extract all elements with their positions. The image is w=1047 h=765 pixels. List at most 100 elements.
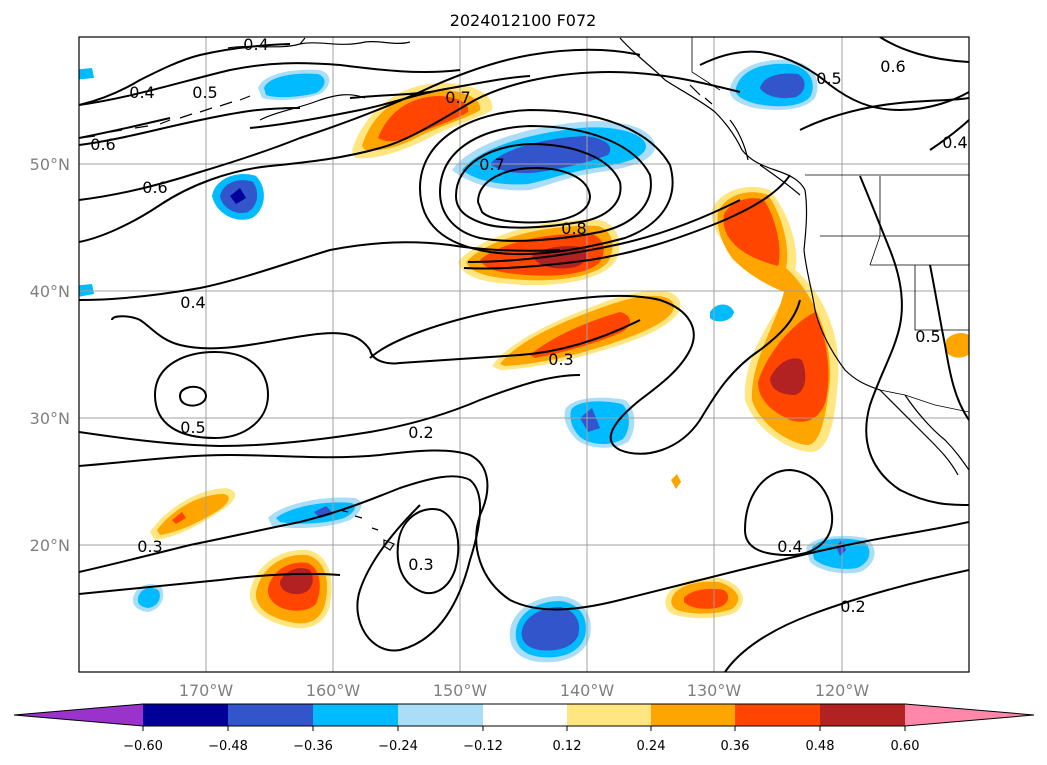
colorbar-extend-low xyxy=(14,704,143,726)
colorbar-segment xyxy=(820,704,905,726)
warm-anomaly-southeast-core xyxy=(684,588,729,609)
lat-label: 50°N xyxy=(30,155,70,174)
contour-label: 0.6 xyxy=(880,57,905,76)
warm-anomaly-north-core xyxy=(378,96,469,142)
contour-gulf-low-inner xyxy=(454,142,622,229)
contour-03-bottom xyxy=(79,572,341,595)
map-content: 0.4 0.4 0.5 0.7 0.6 0.6 0.7 0.8 0.4 0.3 … xyxy=(79,35,969,672)
cool-anomaly-south-core xyxy=(521,607,580,651)
cool-anomaly-central-south-mid xyxy=(570,401,629,445)
contour-label: 0.5 xyxy=(816,69,841,88)
colorbar-extend-high xyxy=(905,704,1034,726)
us-west-coast xyxy=(803,189,881,391)
cool-anomaly-bc-coast-core xyxy=(760,73,805,99)
colorbar-label: 0.60 xyxy=(891,739,920,754)
colorbar-label: 0.24 xyxy=(637,739,666,754)
cool-anomaly-west-edge-north xyxy=(79,68,94,80)
warm-anomaly-diagonal-core xyxy=(530,312,631,358)
lat-label: 20°N xyxy=(30,536,70,555)
colorbar-segment xyxy=(313,704,398,726)
longitude-labels: 170°W 160°W 150°W 140°W 130°W 120°W xyxy=(179,681,870,700)
colorbar-segment xyxy=(228,704,313,726)
contour-label: 0.6 xyxy=(90,135,115,154)
contour-label: 0.3 xyxy=(548,350,573,369)
contour-07-center xyxy=(463,174,791,270)
colorbar-segment xyxy=(483,704,567,726)
lon-label: 170°W xyxy=(179,681,234,700)
lon-label: 150°W xyxy=(433,681,488,700)
cool-anomaly-west-north-peak xyxy=(230,188,246,204)
colorbar-label: 0.36 xyxy=(721,739,750,754)
colorbar-segment xyxy=(143,704,228,726)
cool-anomaly-small-east xyxy=(710,304,734,322)
contour-label: 0.4 xyxy=(180,293,205,312)
colorbar-label: 0.48 xyxy=(806,739,835,754)
colorbar-ticks xyxy=(142,726,906,731)
contour-08-band xyxy=(467,199,741,263)
contour-label: 0.4 xyxy=(129,83,154,102)
contour-04-northeast xyxy=(929,119,969,151)
colorbar-label: −0.12 xyxy=(463,739,503,754)
lon-label: 140°W xyxy=(560,681,615,700)
colorbar: −0.60 −0.48 −0.36 −0.24 −0.12 0.12 0.24 … xyxy=(13,703,1035,754)
us-state-borders xyxy=(820,176,969,331)
contour-label: 0.4 xyxy=(777,537,802,556)
cool-anomaly-southeast-core xyxy=(836,540,846,556)
us-mexico-border xyxy=(879,389,969,413)
contour-jet-streak-2 xyxy=(249,75,531,129)
contour-low-north xyxy=(79,62,461,106)
contour-label: 0.5 xyxy=(192,83,217,102)
colorbar-label: −0.48 xyxy=(208,739,248,754)
warm-anomaly-west-small-mid xyxy=(157,494,229,535)
map-title: 2024012100 F072 xyxy=(450,11,597,30)
contour-02-southeast xyxy=(724,569,969,672)
contour-label: 0.7 xyxy=(445,88,470,107)
cool-anomaly-west-south-mid xyxy=(137,587,160,608)
colorbar-label: −0.24 xyxy=(378,739,418,754)
contour-northeast-top xyxy=(879,37,969,63)
colorbar-segment xyxy=(735,704,820,726)
colorbar-label: −0.36 xyxy=(293,739,333,754)
contour-05-west-inner xyxy=(178,385,207,407)
colorbar-segment xyxy=(398,704,483,726)
contour-03-mid xyxy=(369,294,801,455)
political-borders xyxy=(691,37,969,413)
contour-label: 0.8 xyxy=(561,219,586,238)
contour-label: 0.7 xyxy=(479,155,504,174)
contour-label-group: 0.4 0.4 0.5 0.7 0.6 0.6 0.7 0.8 0.4 0.3 … xyxy=(90,35,967,616)
contour-north-west xyxy=(79,48,641,201)
contour-label: 0.4 xyxy=(243,35,268,54)
contour-label: 0.2 xyxy=(840,597,865,616)
mexico-mainland xyxy=(904,394,969,471)
baja-california xyxy=(879,389,959,476)
colorbar-segment xyxy=(651,704,735,726)
cool-anomaly-bering-mid xyxy=(264,73,325,98)
cool-anomaly-central-south-core xyxy=(580,408,600,432)
coastlines xyxy=(79,37,969,551)
hawaii-islands xyxy=(339,509,395,551)
contour-north-band xyxy=(79,91,431,146)
contour-03-south-inner xyxy=(396,508,460,595)
lat-label: 30°N xyxy=(30,409,70,428)
warm-anomaly-west-small-core xyxy=(172,512,186,524)
contour-04-mid xyxy=(79,241,561,301)
cool-anomaly-hawaii-core xyxy=(314,506,334,518)
bc-islands xyxy=(689,84,801,196)
colorbar-label: 0.12 xyxy=(553,739,582,754)
contour-label: 0.6 xyxy=(142,178,167,197)
contour-lines xyxy=(79,37,969,672)
map-frame xyxy=(78,36,970,673)
contour-05-west-outer xyxy=(153,350,270,440)
contour-label: 0.3 xyxy=(137,537,162,556)
latitude-labels: 20°N 30°N 40°N 50°N xyxy=(30,155,70,555)
lon-label: 130°W xyxy=(687,681,742,700)
warm-anomaly-baja-peak xyxy=(770,358,806,395)
contour-mid-loop xyxy=(111,315,641,365)
contour-label: 0.2 xyxy=(408,423,433,442)
contour-03-south-outer xyxy=(79,475,482,652)
contour-gulf-low-mid xyxy=(438,124,652,242)
cool-anomaly-west-edge-mid xyxy=(79,284,94,297)
contour-04-southeast xyxy=(743,468,834,557)
contour-east-05 xyxy=(929,264,969,421)
